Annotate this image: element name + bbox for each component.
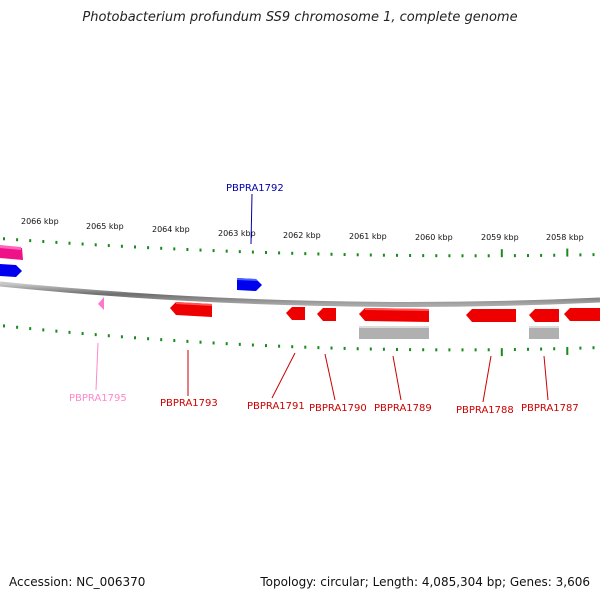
grey-feature[interactable] [359,326,429,339]
genes-value: 3,606 [555,575,590,589]
accession-value: NC_006370 [76,575,146,589]
kbp-labels: 2066 kbp 2065 kbp 2064 kbp 2063 kbp 2062… [21,217,584,242]
kbp-label: 2063 kbp [218,229,256,238]
kbp-label: 2060 kbp [415,233,453,242]
kbp-label: 2058 kbp [546,233,584,242]
kbp-label: 2062 kbp [283,231,321,240]
grey-feature-highlight [359,326,429,328]
gene-arrow-pbpra1793-highlight [176,302,212,306]
leader-line-pbpra1788 [482,355,492,403]
leader-line-pbpra1795 [95,342,99,391]
leader-line-pbpra1791 [271,352,296,399]
gene-arrow-pbpra1793[interactable] [170,302,212,317]
reverse-gene-arrow[interactable] [564,308,600,321]
inner-tick-track [3,324,595,357]
leader-line-pbpra1790 [324,353,336,401]
gene-arrow-pbpra1787[interactable] [529,309,559,322]
length-label: Length: [372,575,419,589]
gene-label-pbpra1790[interactable]: PBPRA1790 [309,403,367,414]
gene-arrow-pbpra1788[interactable] [466,309,516,322]
gene-label-pbpra1795[interactable]: PBPRA1795 [69,393,127,404]
gene-label-pbpra1792[interactable]: PBPRA1792 [226,183,284,194]
gene-arrow-pbpra1792[interactable] [237,278,262,291]
gene-label-pbpra1791[interactable]: PBPRA1791 [247,401,305,412]
leader-line-pbpra1787 [543,355,549,401]
gene-label-pbpra1793[interactable]: PBPRA1793 [160,398,218,409]
grey-feature[interactable] [529,326,559,339]
gene-label-pbpra1789[interactable]: PBPRA1789 [374,403,432,414]
forward-gene-arrow[interactable] [0,264,22,277]
gene-label-pbpra1787[interactable]: PBPRA1787 [521,403,579,414]
gene-arrow-pbpra1789[interactable] [359,308,429,322]
gene-label-pbpra1788[interactable]: PBPRA1788 [456,405,514,416]
genome-title: Photobacterium profundum SS9 chromosome … [82,10,518,25]
topology-label: Topology: [260,575,317,589]
length-value: 4,085,304 bp [421,575,502,589]
accession-label: Accession: [9,575,73,589]
genome-stats: Topology: circular; Length: 4,085,304 bp… [260,575,590,589]
gene-arrow-pbpra1795[interactable] [98,297,104,310]
gene-arrow-pbpra1790[interactable] [317,308,336,321]
rna-gene-arrow-shadow [0,245,21,250]
chromosome-backbone [0,281,600,307]
forward-features [0,245,262,291]
accession-info: Accession: NC_006370 [9,575,145,589]
kbp-label: 2059 kbp [481,233,519,242]
leader-line-pbpra1792 [250,193,253,245]
gene-leader-lines [95,193,549,403]
kbp-label: 2065 kbp [86,222,124,231]
gene-labels: PBPRA1792 PBPRA1795 PBPRA1793 PBPRA1791 … [69,183,579,416]
outer-tick-track [3,237,595,258]
genes-label: Genes: [509,575,552,589]
topology-value: circular [320,575,365,589]
grey-feature-highlight [529,326,559,328]
gene-arrow-pbpra1791[interactable] [286,307,305,320]
kbp-label: 2064 kbp [152,225,190,234]
kbp-label: 2061 kbp [349,232,387,241]
kbp-label: 2066 kbp [21,217,59,226]
gene-arrow-pbpra1789-highlight [365,308,429,311]
gene-arrow-pbpra1792-highlight [237,278,258,281]
reverse-features [98,297,600,339]
leader-line-pbpra1789 [392,355,402,401]
